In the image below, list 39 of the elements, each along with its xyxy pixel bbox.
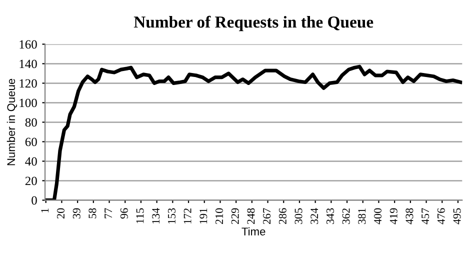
x-tick-label: 58 — [88, 208, 96, 218]
chart-title: Number of Requests in the Queue — [134, 16, 374, 32]
x-tick-label: 343 — [326, 208, 334, 224]
x-tick-label: 400 — [374, 208, 382, 224]
y-tick-label: 80 — [25, 118, 37, 127]
x-tick-label: 419 — [390, 208, 398, 224]
x-tick-label: 77 — [104, 208, 112, 218]
x-tick-label: 324 — [310, 208, 318, 224]
y-tick-label: 160 — [20, 40, 37, 49]
x-tick-label: 20 — [57, 208, 64, 218]
x-tick-label: 476 — [437, 208, 445, 224]
x-tick-label: 39 — [72, 208, 80, 218]
x-tick-label: 134 — [152, 208, 160, 224]
x-tick-label: 172 — [184, 208, 192, 224]
x-tick-label: 191 — [200, 208, 208, 224]
y-tick-label: 100 — [20, 98, 37, 108]
x-tick-label: 115 — [136, 208, 144, 224]
x-tick-label: 1 — [41, 208, 49, 212]
y-tick-label: 60 — [25, 138, 37, 146]
x-tick-label: 457 — [422, 208, 430, 224]
x-tick-label: 381 — [358, 208, 366, 224]
y-tick-label: 120 — [20, 79, 37, 88]
y-tick-label: 20 — [25, 176, 37, 186]
x-tick-label: 210 — [216, 208, 223, 224]
y-axis-title: Number in Queue — [6, 78, 18, 166]
y-tick-label: 140 — [20, 60, 37, 68]
x-tick-label: 495 — [453, 208, 461, 224]
y-tick-label: 0 — [32, 196, 37, 205]
x-tick-label: 229 — [231, 208, 239, 224]
y-tick-label: 40 — [25, 157, 37, 166]
x-axis-title: Time — [242, 227, 266, 236]
x-tick-label: 362 — [342, 208, 350, 224]
x-tick-label: 96 — [120, 208, 128, 219]
x-tick-label: 286 — [278, 208, 286, 224]
x-tick-label: 153 — [168, 208, 176, 224]
x-tick-label: 438 — [406, 208, 414, 224]
x-tick-label: 248 — [247, 208, 255, 224]
x-tick-label: 267 — [263, 208, 271, 224]
x-tick-label: 305 — [294, 208, 302, 224]
